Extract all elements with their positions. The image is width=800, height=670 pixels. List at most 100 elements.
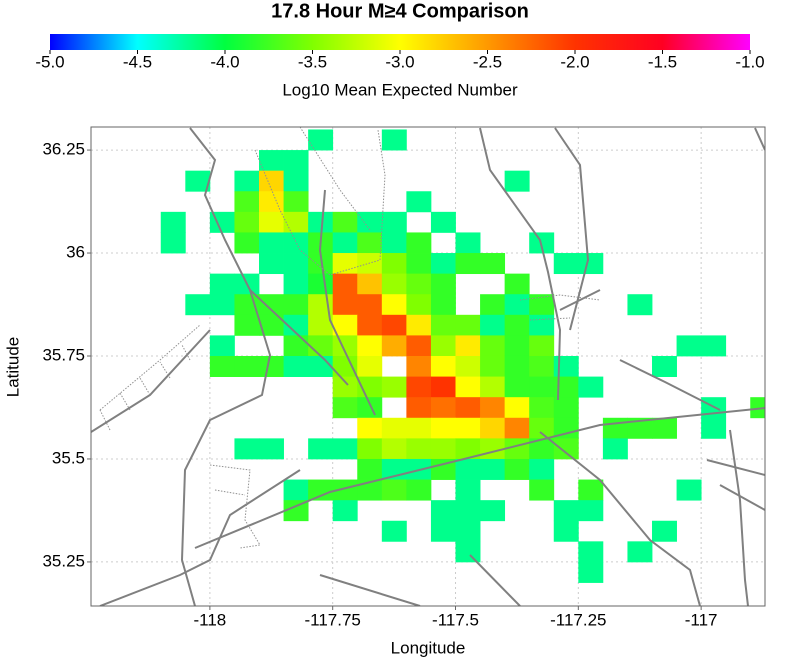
heat-cell — [308, 479, 334, 501]
heat-cell — [381, 273, 407, 295]
heat-cell — [332, 500, 358, 522]
heat-cell — [701, 417, 727, 439]
heat-cell — [406, 294, 432, 316]
heat-cell — [332, 253, 358, 275]
heat-cell — [234, 438, 260, 460]
heat-cell — [259, 294, 284, 316]
colorbar-tick-label: -5.0 — [35, 52, 64, 71]
heat-cell — [430, 314, 456, 336]
heat-cell — [259, 253, 284, 275]
heat-cell — [234, 314, 260, 336]
heat-cell — [553, 355, 579, 377]
heat-cell — [406, 479, 432, 501]
heat-cell — [308, 211, 334, 233]
heat-cell — [455, 438, 481, 460]
heat-cell — [381, 129, 407, 151]
colorbar-label: Log10 Mean Expected Number — [282, 80, 518, 99]
heat-cell — [332, 232, 358, 254]
heat-cell — [381, 294, 407, 316]
heat-cell — [480, 335, 506, 357]
heat-cell — [381, 314, 407, 336]
heat-cell — [455, 458, 481, 480]
heat-cell — [357, 335, 383, 357]
heat-cell — [602, 417, 628, 439]
heat-cell — [578, 253, 604, 275]
colorbar-tick-label: -1.0 — [735, 52, 764, 71]
heat-cell — [627, 541, 653, 563]
heat-cell — [283, 355, 309, 377]
map-lines — [91, 127, 765, 606]
heat-cell — [602, 438, 628, 460]
heat-cell — [406, 191, 432, 213]
heat-cell — [381, 335, 407, 357]
heat-cell — [259, 232, 284, 254]
heat-cell — [504, 417, 530, 439]
heat-cell — [504, 294, 530, 316]
heat-cell — [480, 397, 506, 419]
heat-cell — [357, 232, 383, 254]
y-tick-label: 36 — [66, 243, 85, 262]
heat-cell — [332, 376, 358, 398]
x-tick-label: -117.25 — [550, 610, 606, 629]
heat-cell — [381, 232, 407, 254]
heat-cell — [357, 417, 383, 439]
heat-cell — [529, 294, 555, 316]
heat-cell — [357, 397, 383, 419]
x-tick-label: -118 — [194, 610, 227, 629]
heat-cell — [332, 211, 358, 233]
heat-cell — [234, 170, 260, 192]
heat-cell — [578, 376, 604, 398]
heat-cell — [504, 458, 530, 480]
colorbar-tick-label: -4.0 — [210, 52, 239, 71]
heat-cell — [283, 232, 309, 254]
heat-cell — [480, 355, 506, 377]
heat-cell — [504, 355, 530, 377]
heat-cell — [627, 417, 653, 439]
heat-cell — [160, 211, 186, 233]
x-tick-label: -117.75 — [304, 610, 360, 629]
heat-cell — [308, 335, 334, 357]
heat-cell — [455, 376, 481, 398]
heat-cell — [455, 232, 481, 254]
heat-cell — [455, 417, 481, 439]
chart-title: 17.8 Hour M≥4 Comparison — [271, 0, 529, 22]
heat-cell — [332, 479, 358, 501]
heat-cell — [357, 294, 383, 316]
heat-cell — [357, 438, 383, 460]
heat-cell — [406, 376, 432, 398]
heat-cell — [455, 314, 481, 336]
heat-cell — [308, 253, 334, 275]
heat-cell — [430, 458, 456, 480]
heat-cell — [406, 355, 432, 377]
colorbar-tick-label: -1.5 — [648, 52, 677, 71]
heat-cell — [676, 479, 702, 501]
heat-cell — [357, 479, 383, 501]
heat-cell — [529, 479, 555, 501]
heat-cell — [308, 273, 334, 295]
heat-cell — [357, 314, 383, 336]
heat-cell — [357, 211, 383, 233]
heat-cell — [701, 335, 727, 357]
heat-cell — [455, 500, 481, 522]
heat-cell — [504, 376, 530, 398]
heat-cell — [652, 520, 677, 542]
heat-cell — [357, 355, 383, 377]
heat-cell — [406, 314, 432, 336]
heat-cell — [209, 294, 235, 316]
heat-cell — [480, 417, 506, 439]
heat-cell — [234, 355, 260, 377]
heat-cell — [406, 273, 432, 295]
heat-cell — [381, 520, 407, 542]
heat-cell — [430, 355, 456, 377]
heat-cell — [430, 294, 456, 316]
heat-cell — [357, 273, 383, 295]
heat-cell — [283, 273, 309, 295]
heat-cell — [283, 150, 309, 172]
heat-cell — [430, 500, 456, 522]
heat-cell — [283, 253, 309, 275]
heat-cell — [578, 541, 604, 563]
heat-cell — [283, 170, 309, 192]
heat-cell — [259, 355, 284, 377]
heat-cell — [406, 335, 432, 357]
